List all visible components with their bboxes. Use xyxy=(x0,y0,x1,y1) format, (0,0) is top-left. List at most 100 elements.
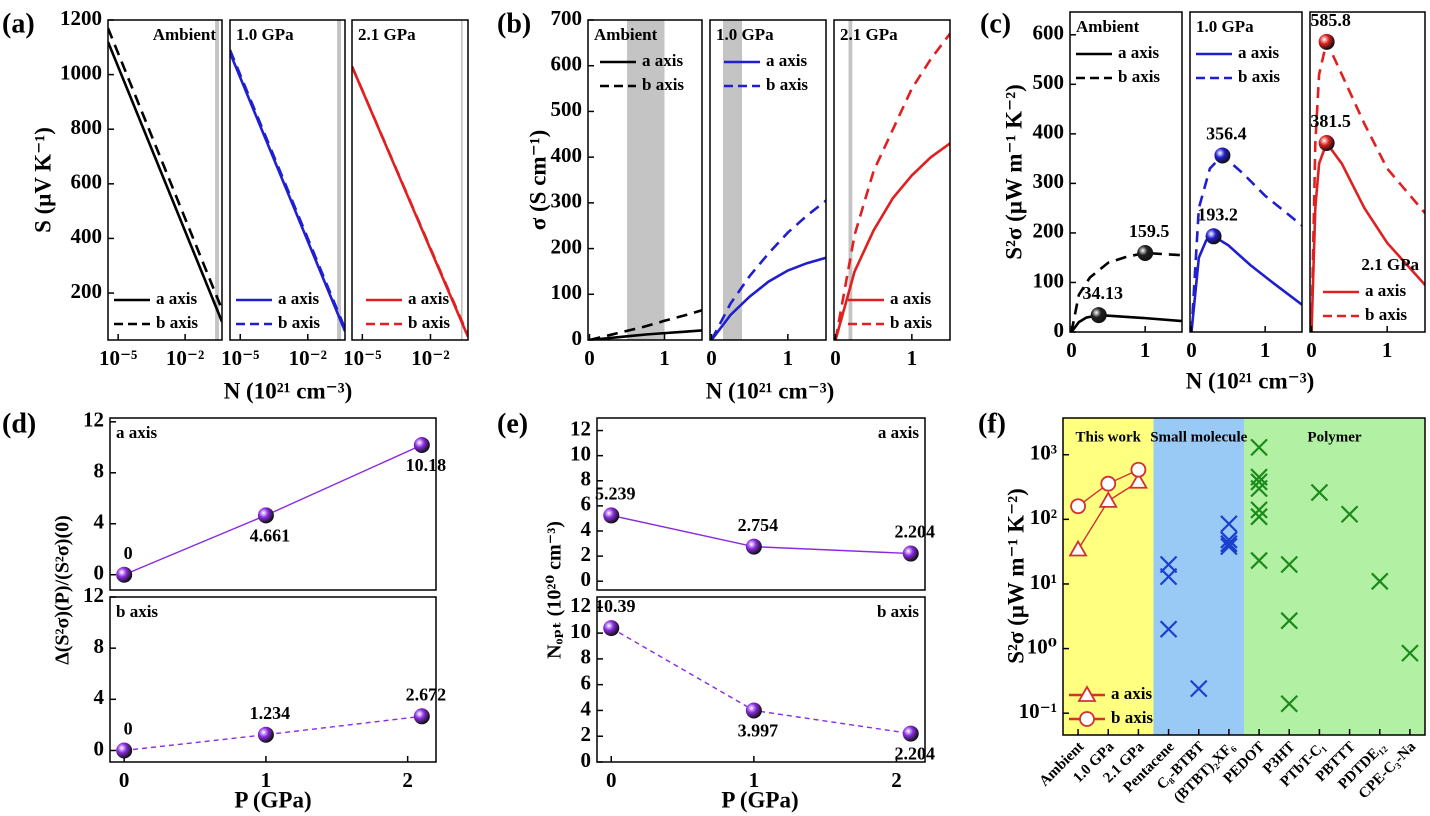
data-label: 4.661 xyxy=(250,525,291,545)
data-label: 5.239 xyxy=(595,484,636,504)
cross-marker xyxy=(1340,505,1359,524)
data-label: 3.997 xyxy=(738,721,779,741)
shade xyxy=(460,20,463,340)
cross-marker xyxy=(1280,694,1299,713)
frame xyxy=(1062,417,1426,736)
y-tick-label: 10³ xyxy=(1030,441,1057,465)
cross-marker xyxy=(1250,551,1268,570)
legend-label: a axis xyxy=(642,51,683,70)
x-tick-label: 0 xyxy=(1066,338,1077,362)
legend-label: b axis xyxy=(642,75,684,94)
x-tick-label: 1 xyxy=(659,346,670,370)
y-tick-label: 1000 xyxy=(60,60,102,84)
y-tick-label: 600 xyxy=(71,170,103,194)
x-tick-label: 1 xyxy=(907,346,918,370)
x-tick-label: 0 xyxy=(584,346,595,370)
ball xyxy=(413,437,430,454)
shade xyxy=(215,20,219,340)
circle-marker xyxy=(1100,475,1117,492)
ball xyxy=(1318,135,1335,152)
y-tick-label: 8 xyxy=(94,634,105,658)
y-tick-label: 2 xyxy=(581,722,592,746)
data-label: 10.39 xyxy=(595,596,636,616)
legend-label: b axis xyxy=(1365,305,1407,324)
y-tick-label: 0 xyxy=(581,567,592,591)
line xyxy=(589,329,702,340)
y-tick-label: 0 xyxy=(1054,318,1065,342)
cross-marker xyxy=(1280,555,1299,574)
y-tick-label: 12 xyxy=(570,416,591,440)
legend-label: a axis xyxy=(1111,684,1152,703)
data-label: 2.204 xyxy=(894,522,935,542)
panel-title: b axis xyxy=(116,602,158,621)
x-tick-label: 0 xyxy=(606,768,617,792)
legend-label: a axis xyxy=(1238,43,1279,62)
y-tick-label: 300 xyxy=(1033,169,1065,193)
y-tick-label: 400 xyxy=(551,143,583,167)
frame xyxy=(109,417,437,591)
data-label: 2.754 xyxy=(738,515,779,535)
panel-title: 2.1 GPa xyxy=(840,25,898,44)
cross-marker xyxy=(1250,501,1268,519)
line xyxy=(108,41,222,323)
panel-title: Ambient xyxy=(1076,17,1140,36)
ball xyxy=(257,507,274,524)
y-tick-label: 4 xyxy=(94,510,105,534)
region xyxy=(1244,418,1425,735)
y-tick-label: 1200 xyxy=(60,6,102,30)
y-tick-label: 4 xyxy=(581,517,592,541)
panel-title: 1.0 GPa xyxy=(236,25,294,44)
y-axis-label: Nₒₚₜ (10²⁰ cm⁻³) xyxy=(544,521,566,659)
data-label: 10.18 xyxy=(406,455,447,475)
y-tick-label: 6 xyxy=(581,492,592,516)
plot xyxy=(108,20,222,340)
shade xyxy=(848,20,853,340)
line xyxy=(123,444,423,576)
y-tick-label: 10² xyxy=(1030,505,1057,529)
y-tick-label: 0 xyxy=(581,748,592,772)
cross-marker xyxy=(1280,611,1299,630)
line xyxy=(1310,140,1425,332)
x-tick-label: 1 xyxy=(1260,338,1271,362)
legend-label: b axis xyxy=(1111,708,1153,727)
legend-label: a axis xyxy=(766,51,807,70)
triangle-marker xyxy=(1098,491,1118,508)
circle-marker xyxy=(1079,711,1095,727)
legend-label: b axis xyxy=(1238,67,1280,86)
plot xyxy=(352,20,468,340)
legend-label: a axis xyxy=(156,289,197,308)
x-tick-label: 10⁻⁵ xyxy=(343,346,381,370)
y-tick-label: 100 xyxy=(1033,268,1065,292)
legend-label: b axis xyxy=(278,313,320,332)
panel-title: a axis xyxy=(878,423,919,442)
y-tick-label: 8 xyxy=(581,645,592,669)
legend-label: a axis xyxy=(278,289,319,308)
y-tick-label: 400 xyxy=(71,224,103,248)
x-tick-label: 2 xyxy=(891,768,902,792)
line xyxy=(710,256,826,340)
ball xyxy=(902,725,919,742)
legend-label: a axis xyxy=(890,289,931,308)
shade xyxy=(627,20,665,340)
frame xyxy=(351,19,469,341)
panel-title: a axis xyxy=(116,423,157,442)
plot xyxy=(1190,153,1302,332)
panel-title: 1.0 GPa xyxy=(1196,17,1254,36)
x-axis-label: N (10²¹ cm⁻³) xyxy=(706,378,835,403)
line xyxy=(1190,234,1302,332)
cross-marker xyxy=(1310,483,1329,502)
x-tick-label: 10⁻² xyxy=(166,346,204,370)
legend-label: b axis xyxy=(766,75,808,94)
region-label: This work xyxy=(1076,429,1142,445)
y-tick-label: 0 xyxy=(572,326,583,350)
y-tick-label: 600 xyxy=(1033,21,1065,45)
cross-marker xyxy=(1220,537,1238,556)
x-axis-label: P (GPa) xyxy=(234,787,311,812)
ball xyxy=(1318,33,1335,50)
ball xyxy=(745,538,762,555)
triangle-marker xyxy=(1068,539,1088,557)
y-axis-label: S²σ (μW m⁻¹ K⁻²) xyxy=(1001,84,1026,260)
legend-label: a axis xyxy=(408,289,449,308)
line xyxy=(834,32,950,340)
ball xyxy=(745,702,762,719)
